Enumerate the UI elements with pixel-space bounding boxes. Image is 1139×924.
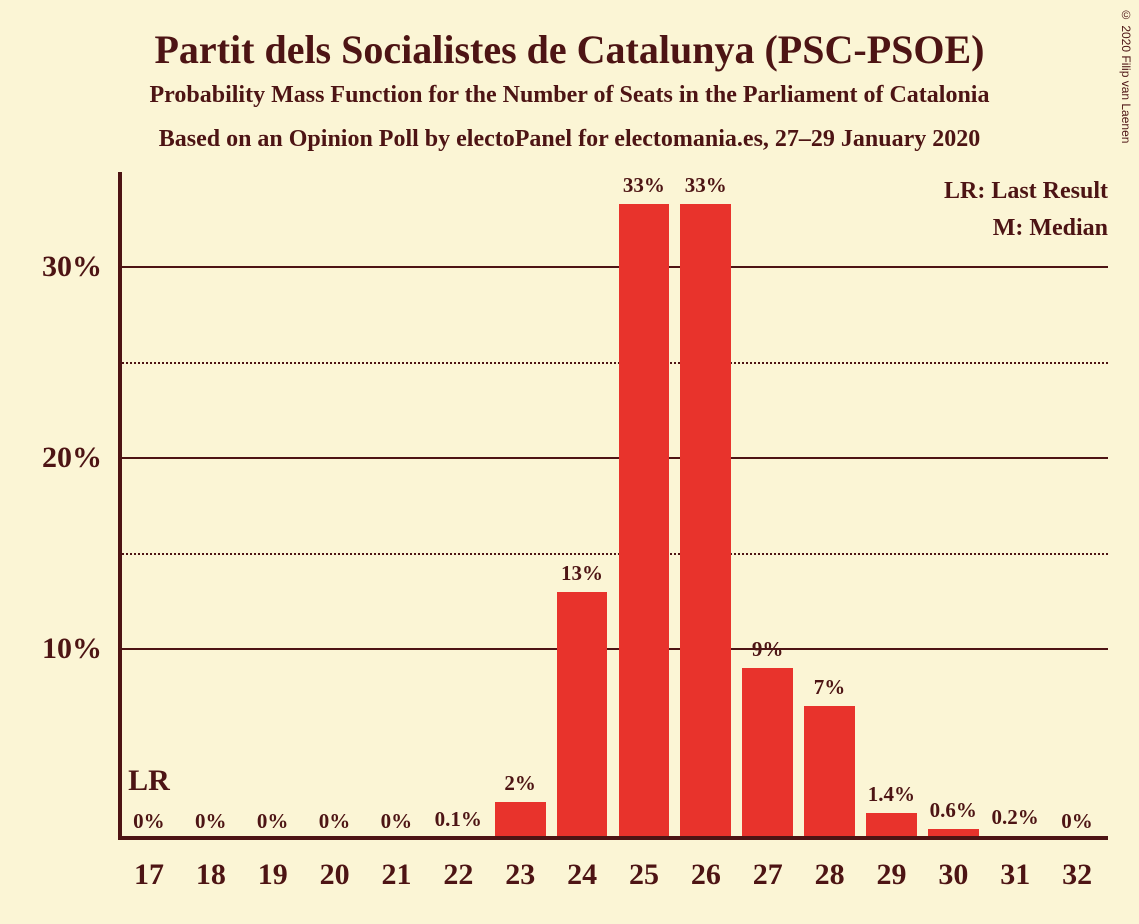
y-tick-label: 20% — [42, 441, 118, 475]
y-tick-label: 10% — [42, 632, 118, 666]
x-tick-label: 27 — [737, 858, 799, 892]
bar: 33% — [680, 204, 731, 840]
chart-title: Partit dels Socialistes de Catalunya (PS… — [0, 26, 1139, 73]
x-tick-label: 20 — [304, 858, 366, 892]
x-tick-label: 29 — [861, 858, 923, 892]
x-tick-label: 18 — [180, 858, 242, 892]
bar-column: 9% — [737, 668, 799, 840]
bar: 13% — [557, 592, 608, 840]
bar-column: M33% — [675, 204, 737, 840]
x-tick-label: 26 — [675, 858, 737, 892]
x-tick-label: 32 — [1046, 858, 1108, 892]
y-tick-label: 30% — [42, 250, 118, 284]
plot-area: LR: Last Result M: Median 10%20%30% 0%0%… — [118, 172, 1108, 840]
bar: 7% — [804, 706, 855, 840]
bar-value-label: 9% — [752, 637, 784, 668]
bar-value-label: 7% — [814, 675, 846, 706]
bar: 9% — [742, 668, 793, 840]
bar: 33% — [619, 204, 670, 840]
bar-value-label: 33% — [685, 173, 727, 204]
x-tick-label: 22 — [427, 858, 489, 892]
x-tick-label: 25 — [613, 858, 675, 892]
bar-value-label: 0.6% — [930, 798, 977, 829]
bar-value-label: 33% — [623, 173, 665, 204]
x-tick-label: 21 — [366, 858, 428, 892]
chart-subtitle-1: Probability Mass Function for the Number… — [0, 82, 1139, 109]
bar-value-label: 0.2% — [992, 805, 1039, 836]
x-tick-label: 28 — [799, 858, 861, 892]
bar-column: 2% — [489, 802, 551, 840]
lr-marker: LR — [128, 764, 170, 798]
bars-container: 0%0%0%0%0%0.1%2%13%33%M33%9%7%1.4%0.6%0.… — [118, 172, 1108, 840]
x-tick-labels: 17181920212223242526272829303132 — [118, 840, 1108, 892]
x-tick-label: 24 — [551, 858, 613, 892]
bar-value-label: 2% — [504, 771, 536, 802]
x-tick-label: 31 — [984, 858, 1046, 892]
x-tick-label: 17 — [118, 858, 180, 892]
bar-column: 13% — [551, 592, 613, 840]
bar-column: 7% — [799, 706, 861, 840]
x-tick-label: 23 — [489, 858, 551, 892]
bar-value-label: 0.1% — [435, 807, 482, 838]
chart-subtitle-2: Based on an Opinion Poll by electoPanel … — [0, 126, 1139, 153]
bar: 2% — [495, 802, 546, 840]
bar-value-label: 1.4% — [868, 782, 915, 813]
bar-column: 33% — [613, 204, 675, 840]
x-tick-label: 19 — [242, 858, 304, 892]
x-tick-label: 30 — [922, 858, 984, 892]
bar-value-label: 13% — [561, 561, 603, 592]
chart-canvas: © 2020 Filip van Laenen Partit dels Soci… — [0, 0, 1139, 924]
y-axis-line — [118, 172, 122, 840]
